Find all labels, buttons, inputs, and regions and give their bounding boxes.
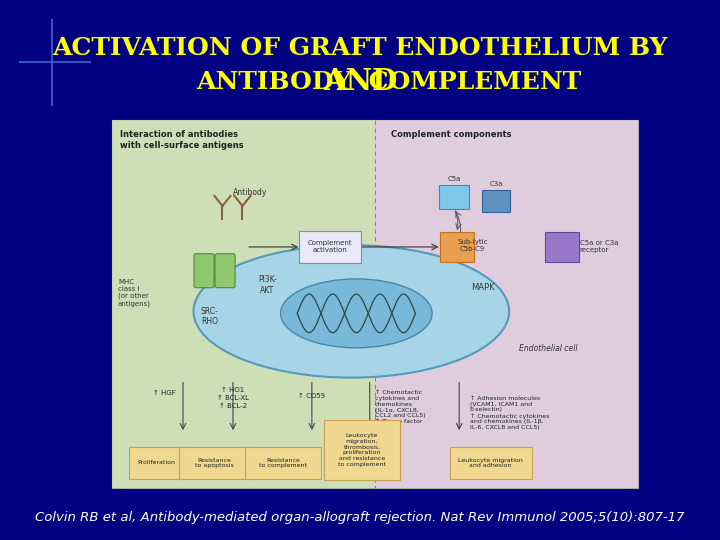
Text: PI3K-
AKT: PI3K- AKT (258, 275, 276, 294)
Text: C5a or C3a
receptor: C5a or C3a receptor (580, 240, 618, 253)
FancyBboxPatch shape (215, 254, 235, 288)
Text: Proliferation: Proliferation (138, 461, 176, 465)
Text: Complement components: Complement components (390, 130, 511, 139)
Text: Resistance
to complement: Resistance to complement (259, 457, 307, 468)
Text: Complement
activation: Complement activation (308, 240, 353, 253)
Text: ACTIVATION OF GRAFT ENDOTHELIUM BY: ACTIVATION OF GRAFT ENDOTHELIUM BY (53, 36, 667, 60)
Text: Antibody: Antibody (233, 188, 267, 198)
Ellipse shape (194, 245, 509, 377)
Text: Leukocyte
migration,
thrombosis,
proliferation
and resistance
to complement: Leukocyte migration, thrombosis, prolife… (338, 433, 386, 467)
Text: Resistance
to apoptosis: Resistance to apoptosis (195, 457, 234, 468)
FancyBboxPatch shape (324, 420, 400, 480)
Text: C3a: C3a (489, 181, 503, 187)
Text: AND: AND (323, 68, 397, 97)
FancyBboxPatch shape (375, 120, 638, 488)
Text: ANTIBODY: ANTIBODY (196, 70, 360, 94)
FancyBboxPatch shape (179, 447, 251, 479)
Text: Interaction of antibodies
with cell-surface antigens: Interaction of antibodies with cell-surf… (120, 130, 243, 150)
Text: Colvin RB et al, Antibody-mediated organ-allograft rejection. Nat Rev Immunol 20: Colvin RB et al, Antibody-mediated organ… (35, 511, 685, 524)
Text: ↑ Adhesion molecules
(VCAM1, ICAM1 and
E-selectin)
↑ Chemotactic cytokines
and c: ↑ Adhesion molecules (VCAM1, ICAM1 and E… (469, 396, 549, 430)
FancyBboxPatch shape (450, 447, 531, 479)
Text: MAPK: MAPK (471, 283, 495, 292)
Text: COMPLEMENT: COMPLEMENT (360, 70, 581, 94)
FancyBboxPatch shape (439, 185, 469, 209)
Text: C5a: C5a (447, 176, 461, 182)
Text: SRC-
RHO: SRC- RHO (200, 307, 218, 326)
FancyBboxPatch shape (439, 232, 474, 262)
FancyBboxPatch shape (482, 190, 510, 212)
Text: Endothelial cell: Endothelial cell (519, 343, 578, 353)
Text: ↑ Chemotactic
cytokines and
chemokines
(IL-1α, CXCL8,
CCL2 and CCL5)
↑ Tissue fa: ↑ Chemotactic cytokines and chemokines (… (375, 390, 426, 436)
FancyBboxPatch shape (194, 254, 214, 288)
Text: Leukocyte migration
and adhesion: Leukocyte migration and adhesion (459, 457, 523, 468)
FancyBboxPatch shape (112, 120, 638, 488)
Ellipse shape (281, 279, 432, 348)
Text: ↑ CD59: ↑ CD59 (298, 393, 325, 399)
FancyBboxPatch shape (245, 447, 321, 479)
Text: ↑ HO1
↑ BCL-XL
↑ BCL-2: ↑ HO1 ↑ BCL-XL ↑ BCL-2 (217, 388, 249, 408)
Text: MHC
class I
(or other
antigens): MHC class I (or other antigens) (118, 279, 151, 307)
Text: Sub-lytic
C5b-C9: Sub-lytic C5b-C9 (457, 239, 487, 252)
FancyBboxPatch shape (112, 120, 375, 488)
Text: ↑ HGF: ↑ HGF (153, 390, 176, 396)
FancyBboxPatch shape (545, 232, 579, 262)
FancyBboxPatch shape (129, 447, 185, 479)
FancyBboxPatch shape (300, 231, 361, 263)
